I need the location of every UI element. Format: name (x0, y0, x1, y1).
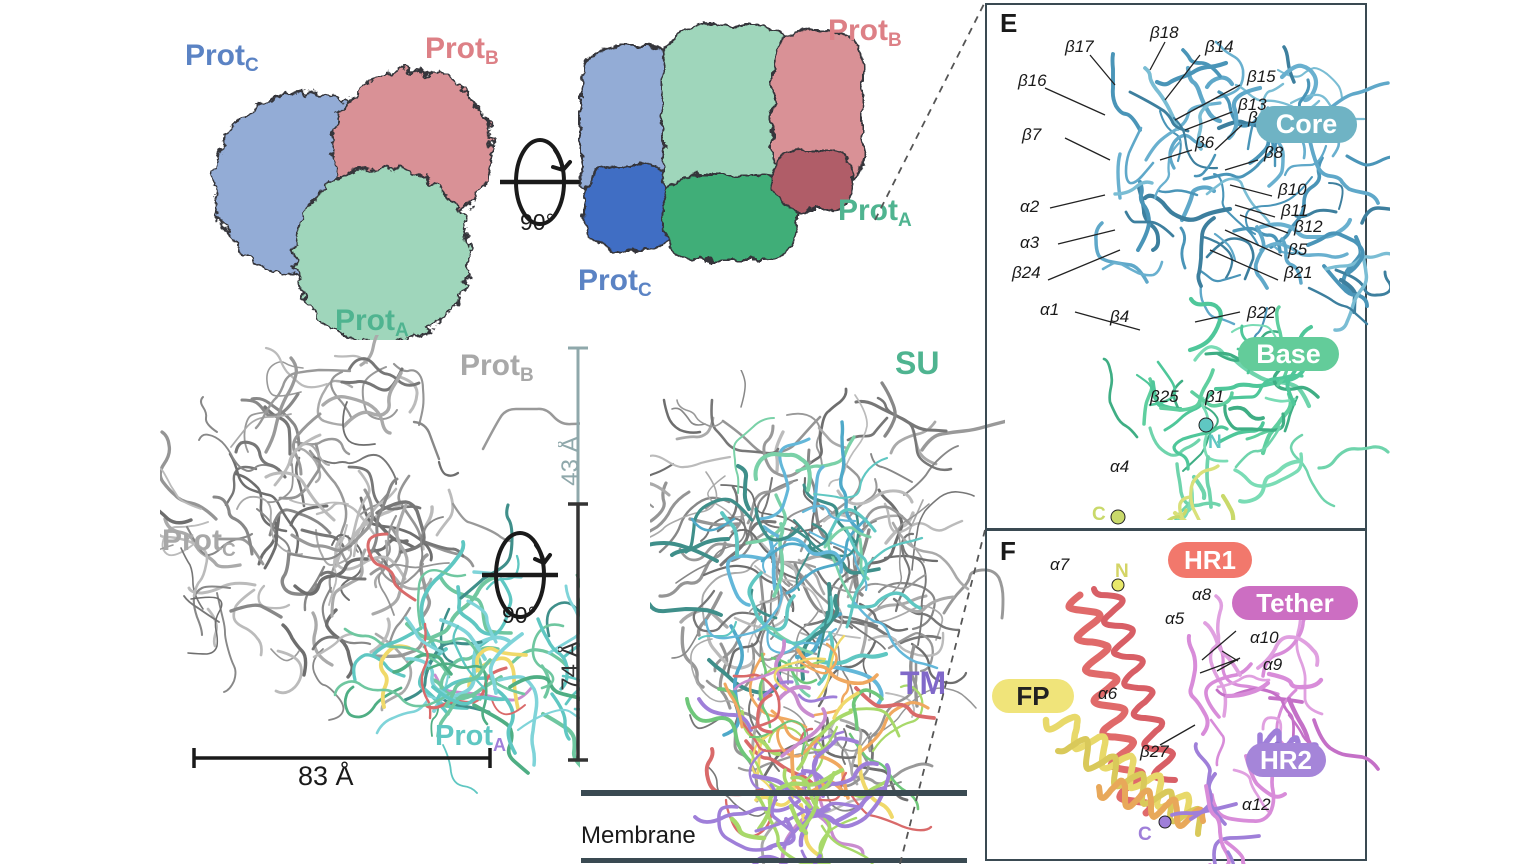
svg-text:β8: β8 (1263, 143, 1284, 162)
svg-text:β21: β21 (1283, 263, 1313, 282)
svg-text:β5: β5 (1287, 240, 1308, 259)
svg-text:ProtC: ProtC (185, 39, 259, 76)
svg-text:β10: β10 (1277, 180, 1307, 199)
svg-text:ProtC: ProtC (162, 524, 236, 561)
svg-text:β22: β22 (1246, 303, 1276, 322)
svg-text:α7: α7 (1050, 555, 1070, 574)
svg-text:β16: β16 (1017, 71, 1047, 90)
svg-text:β27: β27 (1139, 742, 1169, 761)
svg-text:83 Å: 83 Å (298, 760, 354, 788)
svg-text:C: C (1092, 504, 1106, 525)
svg-text:α8: α8 (1192, 585, 1212, 604)
svg-text:α12: α12 (1242, 795, 1271, 814)
svg-text:ProtC: ProtC (578, 264, 652, 301)
svg-text:β12: β12 (1293, 217, 1323, 236)
svg-text:90°: 90° (520, 209, 555, 235)
svg-text:β6: β6 (1194, 133, 1215, 152)
svg-text:α1: α1 (1040, 300, 1059, 319)
svg-text:α3: α3 (1020, 233, 1040, 252)
svg-text:ProtB: ProtB (460, 349, 534, 386)
svg-text:α5: α5 (1165, 609, 1185, 628)
svg-text:β7: β7 (1021, 125, 1042, 144)
svg-text:N: N (1115, 561, 1129, 582)
svg-text:β1: β1 (1204, 387, 1224, 406)
svg-text:N: N (1208, 432, 1222, 453)
svg-text:α10: α10 (1250, 628, 1279, 647)
svg-text:43 Å: 43 Å (558, 436, 584, 485)
svg-text:β14: β14 (1204, 37, 1234, 56)
svg-text:α6: α6 (1098, 684, 1118, 703)
svg-text:β15: β15 (1246, 67, 1276, 86)
svg-text:90°: 90° (502, 602, 537, 628)
svg-text:α9: α9 (1263, 655, 1283, 674)
svg-text:α4: α4 (1110, 457, 1129, 476)
svg-text:C: C (1138, 824, 1152, 845)
svg-text:β18: β18 (1149, 23, 1179, 42)
svg-text:74 Å: 74 Å (558, 641, 584, 690)
svg-text:β24: β24 (1011, 263, 1041, 282)
svg-text:β25: β25 (1149, 387, 1179, 406)
svg-text:ProtB: ProtB (425, 32, 499, 69)
svg-text:β17: β17 (1064, 37, 1094, 56)
svg-text:α2: α2 (1020, 197, 1040, 216)
svg-text:β4: β4 (1109, 307, 1129, 326)
